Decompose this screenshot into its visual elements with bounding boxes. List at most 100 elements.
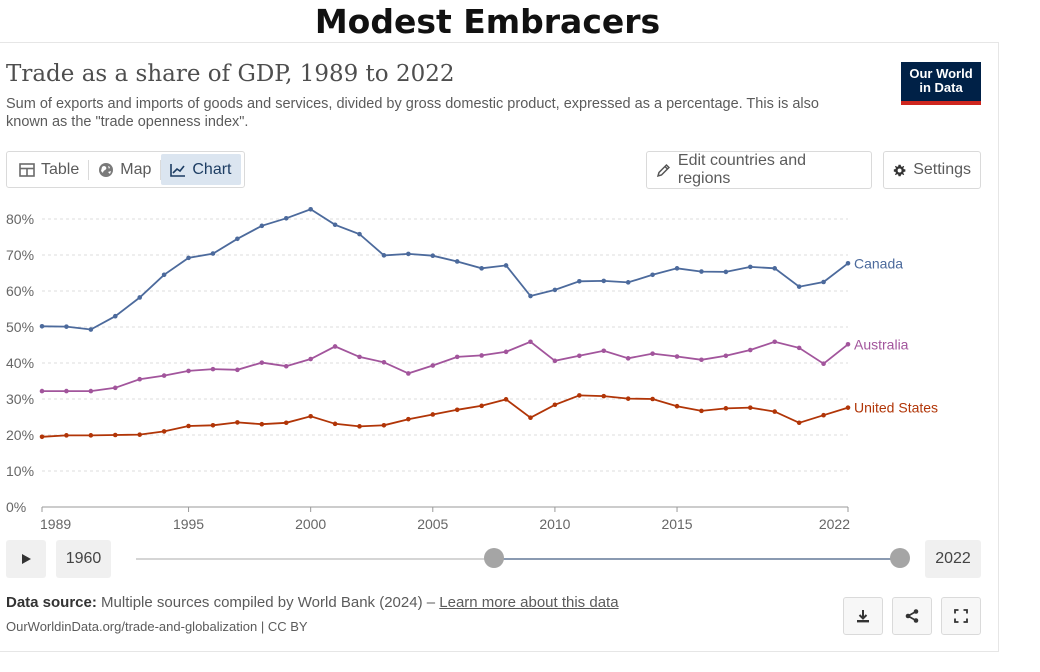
data-point[interactable]: [283, 363, 289, 369]
data-point[interactable]: [259, 421, 265, 427]
data-point[interactable]: [235, 236, 240, 242]
series-line[interactable]: [42, 340, 849, 393]
data-point[interactable]: [748, 347, 753, 353]
data-point[interactable]: [503, 397, 509, 402]
data-point[interactable]: [308, 356, 313, 362]
data-point[interactable]: [748, 264, 753, 270]
data-point[interactable]: [137, 295, 142, 300]
data-point[interactable]: [259, 223, 265, 229]
data-point[interactable]: [137, 376, 142, 382]
data-point[interactable]: [723, 353, 729, 359]
data-point[interactable]: [503, 263, 509, 268]
edit-countries-button[interactable]: Edit countries and regions: [646, 151, 872, 189]
data-point[interactable]: [772, 409, 778, 414]
data-point[interactable]: [381, 422, 387, 428]
data-point[interactable]: [772, 339, 778, 345]
data-point[interactable]: [650, 272, 655, 278]
data-point[interactable]: [552, 287, 558, 293]
data-point[interactable]: [112, 385, 118, 391]
data-point[interactable]: [39, 388, 45, 394]
data-point[interactable]: [235, 420, 240, 425]
data-point[interactable]: [64, 388, 69, 394]
data-point[interactable]: [528, 293, 533, 299]
timeline-end-year[interactable]: 2022: [925, 540, 981, 578]
timeline-start-year[interactable]: 1960: [56, 540, 111, 578]
data-point[interactable]: [650, 396, 655, 402]
data-point[interactable]: [283, 215, 289, 221]
data-point[interactable]: [210, 251, 216, 256]
data-point[interactable]: [381, 253, 387, 258]
series-label[interactable]: United States: [854, 400, 938, 416]
data-point[interactable]: [210, 366, 216, 372]
data-point[interactable]: [601, 348, 607, 354]
data-point[interactable]: [283, 420, 289, 426]
data-point[interactable]: [259, 360, 265, 365]
data-point[interactable]: [821, 279, 826, 285]
data-point[interactable]: [796, 345, 802, 351]
data-point[interactable]: [454, 407, 460, 413]
data-point[interactable]: [601, 278, 607, 284]
data-point[interactable]: [332, 222, 338, 228]
data-point[interactable]: [796, 284, 802, 289]
series-label[interactable]: Australia: [854, 336, 909, 352]
data-point[interactable]: [699, 357, 704, 363]
data-point[interactable]: [528, 339, 533, 345]
data-point[interactable]: [552, 402, 558, 408]
data-point[interactable]: [112, 432, 118, 438]
data-point[interactable]: [577, 278, 582, 284]
series-line[interactable]: [41, 394, 849, 438]
data-point[interactable]: [64, 324, 69, 329]
data-point[interactable]: [406, 251, 411, 257]
share-button[interactable]: [892, 597, 932, 635]
timeline-end-handle[interactable]: [890, 548, 910, 568]
download-button[interactable]: [843, 597, 883, 635]
data-point[interactable]: [821, 412, 826, 418]
data-point[interactable]: [528, 415, 533, 421]
learn-more-link[interactable]: Learn more about this data: [439, 594, 619, 611]
data-point[interactable]: [577, 393, 582, 398]
data-point[interactable]: [479, 266, 484, 271]
series-label[interactable]: Canada: [854, 255, 903, 271]
data-point[interactable]: [845, 341, 851, 347]
data-point[interactable]: [674, 266, 680, 271]
owid-logo[interactable]: Our World in Data: [901, 62, 981, 105]
data-point[interactable]: [479, 403, 484, 409]
data-point[interactable]: [552, 358, 558, 364]
data-point[interactable]: [479, 353, 484, 358]
data-point[interactable]: [381, 359, 387, 365]
data-point[interactable]: [674, 354, 680, 359]
timeline-start-handle[interactable]: [484, 548, 505, 568]
data-point[interactable]: [186, 255, 191, 261]
data-point[interactable]: [161, 272, 167, 278]
data-point[interactable]: [210, 422, 216, 428]
settings-button[interactable]: Settings: [883, 151, 981, 189]
data-point[interactable]: [625, 396, 631, 401]
data-point[interactable]: [137, 432, 142, 437]
data-point[interactable]: [406, 416, 411, 422]
data-point[interactable]: [503, 349, 509, 355]
data-point[interactable]: [845, 260, 851, 266]
fullscreen-button[interactable]: [941, 597, 981, 635]
data-point[interactable]: [674, 403, 680, 409]
data-point[interactable]: [650, 351, 655, 356]
tab-table[interactable]: Table: [10, 154, 88, 185]
source-url[interactable]: OurWorldinData.org/trade-and-globalizati…: [6, 619, 308, 634]
data-point[interactable]: [723, 269, 729, 275]
data-point[interactable]: [430, 363, 436, 368]
data-point[interactable]: [308, 413, 313, 419]
tab-chart[interactable]: Chart: [161, 154, 241, 185]
data-point[interactable]: [64, 433, 69, 438]
data-point[interactable]: [112, 313, 118, 319]
data-point[interactable]: [357, 354, 362, 360]
data-point[interactable]: [235, 367, 240, 373]
data-point[interactable]: [796, 420, 802, 426]
data-point[interactable]: [772, 266, 778, 271]
data-point[interactable]: [308, 206, 313, 212]
data-point[interactable]: [821, 361, 826, 367]
tab-map[interactable]: Map: [89, 154, 160, 185]
data-point[interactable]: [88, 327, 94, 332]
data-point[interactable]: [161, 429, 167, 434]
data-point[interactable]: [454, 354, 460, 360]
data-point[interactable]: [845, 405, 851, 410]
data-point[interactable]: [577, 353, 582, 359]
